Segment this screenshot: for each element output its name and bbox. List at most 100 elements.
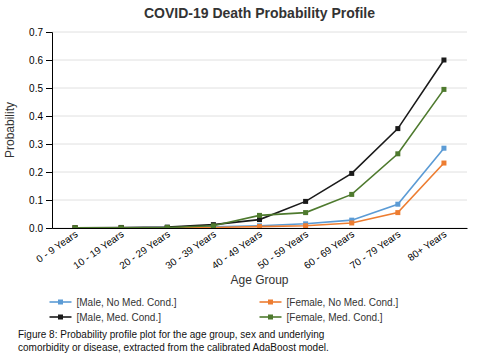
series [73,87,447,228]
y-tick: 0.1 [29,195,52,206]
x-tick: 0 - 9 Years [34,228,79,264]
y-tick-mark [46,60,52,61]
grid-line [52,88,467,89]
x-axis-title: Age Group [230,273,288,287]
grid-line [52,60,467,61]
y-tick-mark [46,144,52,145]
y-tick-mark [46,116,52,117]
x-tick-label: 0 - 9 Years [34,228,79,264]
point [303,210,308,215]
point [211,223,216,228]
y-tick-label: 0.5 [29,83,43,94]
grid-line [52,172,467,173]
point [73,225,78,228]
plot: 0.0 0.1 0.2 0.3 0.4 0.5 0.6 0.7 0 - 9 Years10 - … [29,27,467,271]
x-tick-label: 10 - 19 Years [71,228,126,271]
x-tick-label: 80+ Years [406,228,449,263]
legend-item: [Female, No Med. Cond.] [260,297,399,308]
legend-label: [Male, Med. Cond.] [77,312,162,323]
y-axis-title: Probability [3,102,17,158]
x-tick-label: 30 - 39 Years [163,228,218,271]
y-tick-label: 0.2 [29,167,43,178]
legend-swatch-marker [58,315,63,320]
x-tick: 30 - 39 Years [163,228,218,271]
y-tick-mark [46,228,52,229]
x-tick-label: 70 - 79 Years [348,228,403,271]
series-line [75,163,444,228]
series [73,161,447,228]
point [257,213,262,218]
y-tick-mark [46,200,52,201]
x-tick-label: 50 - 59 Years [256,228,311,271]
legend-swatch-marker [268,300,273,305]
y-tick: 0.5 [29,83,52,94]
x-tick: 80+ Years [406,228,449,263]
y-tick-mark [46,172,52,173]
point [349,192,354,197]
x-tick-label: 40 - 49 Years [210,228,265,271]
point [349,220,354,225]
y-axis-line [46,33,53,229]
legend-label: [Female, No Med. Cond.] [287,297,399,308]
x-tick: 50 - 59 Years [256,228,311,271]
point [395,126,400,131]
y-tick-label: 0.6 [29,55,43,66]
point [257,224,262,228]
legend: [Male, No Med. Cond.] [Female, No Med. Co… [50,297,399,323]
y-axis: 0.0 0.1 0.2 0.3 0.4 0.5 0.6 0.7 [29,27,52,234]
point [165,225,170,228]
y-tick: 0.6 [29,55,52,66]
y-tick: 0.0 [29,223,52,234]
y-tick: 0.4 [29,111,52,122]
series-line [75,60,444,228]
marks [73,58,447,229]
point [441,87,446,92]
series-line [75,89,444,227]
grid-line [52,32,467,33]
x-tick: 40 - 49 Years [210,228,265,271]
y-tick-label: 0.1 [29,195,43,206]
y-tick-label: 0.3 [29,139,43,150]
x-tick: 70 - 79 Years [348,228,403,271]
y-tick-label: 0.4 [29,111,43,122]
point [441,146,446,151]
point [119,225,124,228]
y-tick-mark [46,32,52,33]
point [73,225,78,228]
chart: COVID-19 Death Probability Profile 0.0 0.1… [0,0,483,362]
legend-swatch-marker [268,315,273,320]
point [165,225,170,228]
x-tick-label: 60 - 69 Years [302,228,357,271]
grid [52,32,467,228]
point [349,171,354,176]
point [395,202,400,207]
point [441,58,446,63]
x-tick: 20 - 29 Years [117,228,172,271]
point [73,225,78,228]
point [441,161,446,166]
x-tick-label: 20 - 29 Years [117,228,172,271]
series [73,146,447,228]
y-tick: 0.7 [29,27,52,38]
point [395,151,400,156]
x-tick: 10 - 19 Years [71,228,126,271]
legend-item: [Female, Med. Cond.] [260,312,383,323]
x-tick: 60 - 69 Years [302,228,357,271]
point [303,199,308,204]
x-axis: 0 - 9 Years10 - 19 Years20 - 29 Years30 … [34,228,467,271]
series [73,58,447,229]
series-line [75,148,444,228]
y-tick-label: 0.0 [29,223,43,234]
point [165,225,170,228]
point [303,223,308,228]
caption: Figure 8: Probability profile plot for t… [18,329,329,353]
point [119,225,124,228]
point [165,225,170,228]
legend-swatch-marker [58,300,63,305]
y-tick: 0.3 [29,139,52,150]
y-tick-mark [46,88,52,89]
x-axis-line [53,228,468,229]
legend-item: [Male, Med. Cond.] [50,312,162,323]
legend-item: [Male, No Med. Cond.] [50,297,177,308]
title: COVID-19 Death Probability Profile [144,5,375,21]
